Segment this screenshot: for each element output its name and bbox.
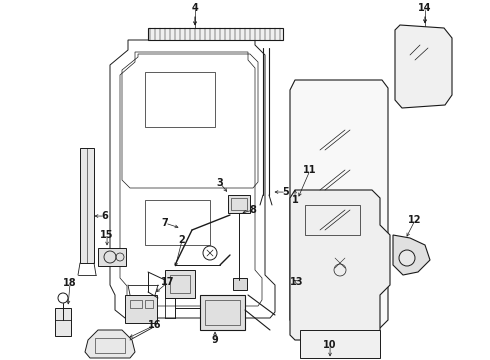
Text: 12: 12 <box>408 215 422 225</box>
Bar <box>148 28 283 40</box>
Polygon shape <box>290 190 390 340</box>
Bar <box>55 308 71 336</box>
Text: 2: 2 <box>179 235 185 245</box>
Bar <box>305 205 360 235</box>
Bar <box>80 148 94 263</box>
Bar <box>130 300 142 308</box>
Bar <box>98 248 126 266</box>
Bar <box>165 270 195 298</box>
Text: 1: 1 <box>292 195 298 205</box>
Bar <box>95 338 125 353</box>
Bar <box>145 200 210 245</box>
Text: 13: 13 <box>290 277 304 287</box>
Bar <box>200 295 245 330</box>
Bar <box>228 195 250 213</box>
Text: 3: 3 <box>217 178 223 188</box>
Text: 10: 10 <box>323 340 337 350</box>
Text: 5: 5 <box>283 187 290 197</box>
Text: 16: 16 <box>148 320 162 330</box>
Bar <box>233 278 247 290</box>
Bar <box>170 275 190 293</box>
Polygon shape <box>395 25 452 108</box>
Bar <box>125 295 157 323</box>
Bar <box>145 72 215 127</box>
Bar <box>231 198 247 210</box>
Text: 9: 9 <box>212 335 219 345</box>
Text: 15: 15 <box>100 230 114 240</box>
Polygon shape <box>290 80 388 328</box>
Text: 7: 7 <box>162 218 169 228</box>
Text: 17: 17 <box>161 277 175 287</box>
Text: 4: 4 <box>192 3 198 13</box>
Circle shape <box>399 250 415 266</box>
Polygon shape <box>393 235 430 275</box>
Text: 6: 6 <box>101 211 108 221</box>
Bar <box>145 300 153 308</box>
Bar <box>205 300 240 325</box>
Text: 11: 11 <box>303 165 317 175</box>
Text: 8: 8 <box>249 205 256 215</box>
Circle shape <box>203 246 217 260</box>
Text: 18: 18 <box>63 278 77 288</box>
Polygon shape <box>85 330 135 358</box>
Text: 14: 14 <box>418 3 432 13</box>
Bar <box>300 330 380 358</box>
